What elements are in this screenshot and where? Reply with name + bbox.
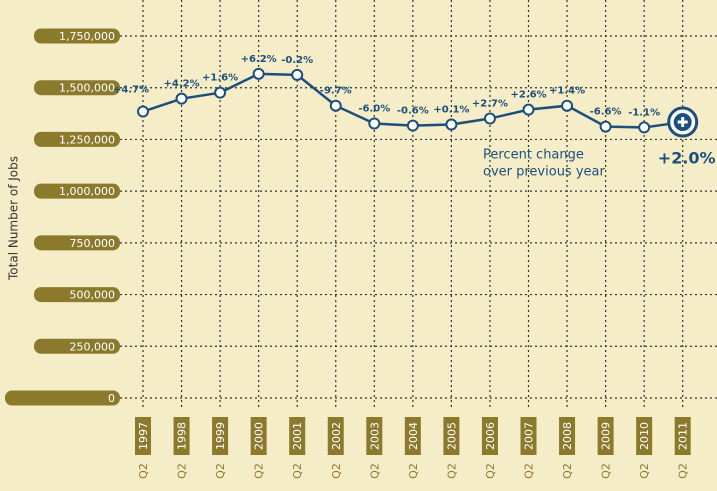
x-tick-quarter: Q2 xyxy=(407,463,420,479)
y-tick-pill xyxy=(34,131,120,147)
x-tick-quarter: Q2 xyxy=(484,463,497,479)
change-label: +2.6% xyxy=(510,90,546,101)
y-tick-label: 500,000 xyxy=(70,289,116,302)
year-box xyxy=(404,417,421,455)
marker xyxy=(522,103,535,116)
y-tick-label: 1,500,000 xyxy=(59,82,115,95)
change-label: +1.6% xyxy=(202,73,238,84)
year-box xyxy=(250,417,267,455)
marker xyxy=(368,117,381,130)
y-axis-label: Total Number of Jobs xyxy=(7,156,21,281)
x-tick-quarter: Q2 xyxy=(445,463,458,479)
year-box xyxy=(327,417,344,455)
change-label: +4.7% xyxy=(113,85,149,96)
marker xyxy=(291,68,304,81)
y-tick-pill xyxy=(34,235,120,251)
marker xyxy=(561,99,574,112)
y-tick-label: 250,000 xyxy=(70,340,116,353)
y-tick-label: 1,750,000 xyxy=(59,30,115,43)
marker xyxy=(214,86,227,99)
y-tick-pill xyxy=(34,28,120,44)
x-tick-quarter: Q2 xyxy=(368,463,381,479)
y-tick-pill xyxy=(34,183,120,199)
x-tick-label: 2010 xyxy=(638,422,651,450)
marker xyxy=(445,118,458,131)
x-tick-label: 2001 xyxy=(291,422,304,450)
x-tick-quarter: Q2 xyxy=(638,463,651,479)
x-tick-quarter: Q2 xyxy=(291,463,304,479)
x-tick-quarter: Q2 xyxy=(330,463,343,479)
x-tick-label: 2000 xyxy=(253,422,266,450)
x-tick-label: 1999 xyxy=(214,422,227,450)
change-label: +1.4% xyxy=(549,86,585,97)
marker xyxy=(483,112,496,125)
marker xyxy=(175,92,188,105)
y-tick-label: 0 xyxy=(108,392,115,405)
plus-icon xyxy=(677,117,688,128)
change-label: +0.1% xyxy=(433,105,469,116)
x-tick-label: 1998 xyxy=(176,422,189,450)
x-tick-label: 2008 xyxy=(561,422,574,450)
change-label: +6.2% xyxy=(241,54,277,65)
year-box xyxy=(520,417,537,455)
x-tick-quarter: Q2 xyxy=(253,463,266,479)
x-tick-quarter: Q2 xyxy=(137,463,150,479)
y-tick-label: 750,000 xyxy=(70,237,116,250)
year-box xyxy=(289,417,306,455)
x-tick-label: 2003 xyxy=(368,422,381,450)
change-label: +4.2% xyxy=(163,79,199,90)
change-label: -6.6% xyxy=(590,107,622,118)
year-box xyxy=(597,417,614,455)
y-tick-pill xyxy=(34,287,120,303)
change-label: -9.7% xyxy=(320,86,352,97)
x-tick-quarter: Q2 xyxy=(677,463,690,479)
x-tick-quarter: Q2 xyxy=(214,463,227,479)
marker xyxy=(638,121,651,134)
year-box xyxy=(212,417,229,455)
x-tick-label: 2006 xyxy=(484,422,497,450)
marker xyxy=(329,99,342,112)
y-tick-label: 1,250,000 xyxy=(59,133,115,146)
y-tick-pill xyxy=(34,80,120,96)
x-tick-label: 2007 xyxy=(523,422,536,450)
x-tick-quarter: Q2 xyxy=(561,463,574,479)
annotation: over previous year xyxy=(483,165,605,180)
y-tick-pill xyxy=(34,338,120,354)
y-tick-label: 1,000,000 xyxy=(59,185,115,198)
x-tick-label: 1997 xyxy=(137,422,150,450)
y-tick-pill xyxy=(5,390,120,406)
change-label-large: +2.0% xyxy=(658,149,716,168)
annotation: Percent change xyxy=(483,148,584,163)
year-box xyxy=(443,417,460,455)
change-label: -0.2% xyxy=(281,55,313,66)
marker xyxy=(599,120,612,133)
change-label: -0.6% xyxy=(397,106,429,117)
x-tick-label: 2009 xyxy=(600,422,613,450)
x-tick-quarter: Q2 xyxy=(176,463,189,479)
marker xyxy=(252,67,265,80)
x-tick-label: 2011 xyxy=(677,422,690,450)
year-box xyxy=(366,417,383,455)
x-tick-quarter: Q2 xyxy=(523,463,536,479)
year-box xyxy=(135,417,151,455)
x-tick-quarter: Q2 xyxy=(600,463,613,479)
x-tick-label: 2005 xyxy=(445,422,458,450)
year-box xyxy=(173,417,190,455)
x-tick-label: 2004 xyxy=(407,422,420,450)
year-box xyxy=(636,417,653,455)
change-label: -6.0% xyxy=(358,104,390,115)
change-label: +2.7% xyxy=(472,99,508,110)
year-box xyxy=(674,417,691,455)
marker xyxy=(137,105,149,118)
x-tick-label: 2002 xyxy=(330,422,343,450)
marker xyxy=(406,119,419,132)
year-box xyxy=(481,417,498,455)
year-box xyxy=(559,417,576,455)
change-label: -1.1% xyxy=(628,107,660,118)
